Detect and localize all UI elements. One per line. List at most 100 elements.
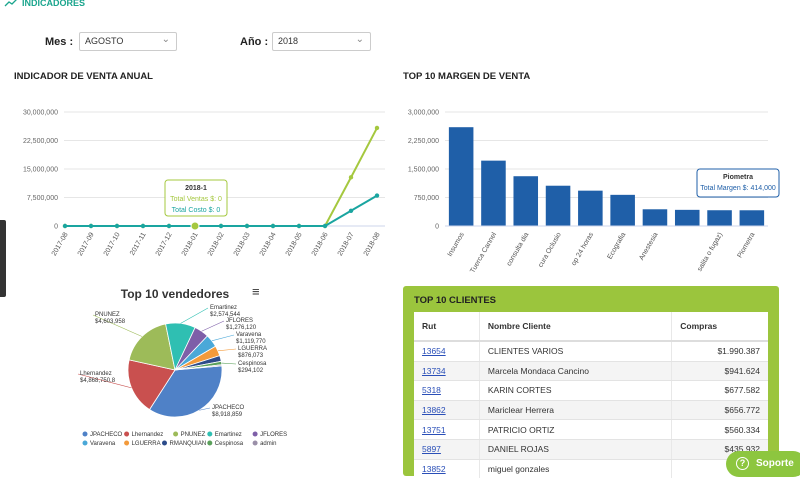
tooltip-line: Total Costo $: 0: [172, 207, 221, 214]
line-point: [244, 223, 250, 229]
table-cell: $677.582: [671, 380, 768, 401]
slice-value-label: $876,073: [238, 353, 264, 359]
table-cell: $941.624: [671, 361, 768, 382]
rut-link[interactable]: 13852: [422, 463, 446, 474]
bar: [739, 210, 765, 226]
slice-label: PNUNEZ: [95, 312, 120, 318]
table-cell: 13852: [414, 459, 480, 478]
support-button[interactable]: ? Soporte: [726, 451, 800, 477]
table-cell: KARIN CORTES: [478, 380, 672, 401]
legend-label: Emartinez: [215, 432, 242, 438]
legend-label: JPACHECO: [90, 432, 123, 438]
slice-label: LGUERRA: [238, 346, 267, 352]
line-point: [88, 223, 94, 229]
rut-link[interactable]: 5897: [422, 444, 441, 455]
x-tick-label: 2017-09: [77, 231, 96, 257]
tooltip-title: Piometra: [723, 174, 753, 181]
y-tick-label: 7,500,000: [27, 195, 58, 202]
table-title: TOP 10 CLIENTES: [414, 295, 497, 306]
x-tick-label: Tuerca Cannel: [469, 231, 498, 274]
slice-value-label: $8,918,859: [212, 412, 243, 418]
y-tick-label: 22,500,000: [23, 138, 58, 145]
clients-table: Rut Nombre Cliente Compras 13654 CLIENTES V…: [414, 312, 768, 478]
year-label: Año :: [240, 36, 269, 48]
legend-swatch: [82, 431, 88, 437]
x-tick-label: 2018-02: [207, 231, 226, 257]
y-tick-label: 0: [54, 224, 58, 231]
label-connector: [92, 314, 143, 337]
column-header: Compras: [671, 312, 768, 342]
table-row: 13751 PATRICIO ORTIZ $560.334: [414, 419, 768, 440]
slice-value-label: $2,574,544: [210, 312, 241, 318]
y-tick-label: 1,500,000: [408, 167, 439, 174]
bar: [674, 209, 700, 226]
x-tick-label: Ecografia: [607, 231, 628, 260]
bar: [707, 210, 732, 226]
hover-marker: [190, 221, 200, 231]
table-row: 13862 Mariclear Herrera $656.772: [414, 400, 768, 421]
slice-value-label: $4,603,958: [95, 319, 126, 325]
bar: [578, 190, 603, 226]
rut-link[interactable]: 13862: [422, 405, 446, 416]
rut-link[interactable]: 13751: [422, 424, 446, 435]
line-point: [322, 223, 328, 229]
legend-label: admin: [260, 441, 276, 447]
legend-swatch: [124, 431, 130, 437]
table-row: 5318 KARIN CORTES $677.582: [414, 380, 768, 401]
month-label: Mes :: [45, 36, 74, 48]
pie-slice: [128, 323, 176, 371]
legend-swatch: [207, 431, 213, 437]
line-point: [218, 223, 224, 229]
line-point: [374, 125, 380, 131]
legend-swatch: [252, 440, 258, 446]
rut-link[interactable]: 13654: [422, 346, 446, 357]
legend-swatch: [207, 440, 213, 446]
x-tick-label: 2018-08: [363, 231, 382, 257]
legend-label: RMANQUIAN: [170, 441, 207, 447]
legend-label: PNUNEZ: [181, 432, 206, 438]
x-tick-label: 2018-07: [337, 231, 356, 257]
column-header: Rut: [414, 312, 480, 342]
bar: [610, 194, 635, 226]
side-tab[interactable]: [0, 220, 6, 297]
slice-label: Lhernandez: [80, 371, 112, 377]
y-tick-label: 750,000: [414, 195, 439, 202]
page-title: INDICADORES: [22, 0, 86, 8]
tooltip-line: Total Margen $: 414,000: [700, 185, 776, 192]
bar: [513, 176, 539, 226]
label-connector: [211, 334, 235, 342]
x-tick-label: consulta dia: [506, 231, 531, 267]
bar: [448, 127, 474, 226]
label-connector: [221, 362, 237, 365]
rut-link[interactable]: 13734: [422, 365, 446, 376]
label-connector: [201, 320, 225, 332]
rut-link[interactable]: 5318: [422, 385, 441, 396]
table-cell: 13751: [414, 419, 480, 440]
tooltip-box: [696, 168, 780, 198]
table-row: 13654 CLIENTES VARIOS $1.990.387: [414, 341, 768, 362]
table-cell: $560.334: [671, 419, 768, 440]
bar: [642, 209, 668, 226]
slice-label: JPACHECO: [212, 405, 245, 411]
label-connector: [180, 307, 209, 324]
legend-swatch: [124, 440, 130, 446]
month-select[interactable]: AGOSTO: [79, 32, 177, 51]
pie-slice: [127, 359, 176, 411]
legend-label: Cespinosa: [215, 441, 244, 447]
y-tick-label: 30,000,000: [23, 110, 58, 117]
legend-swatch: [252, 431, 258, 437]
x-tick-label: Insumos: [447, 231, 467, 258]
table-cell: miguel gonzales: [478, 459, 672, 478]
tooltip-box: [164, 179, 228, 217]
y-tick-label: 3,000,000: [408, 110, 439, 117]
pie-slice: [149, 365, 223, 418]
chart-menu[interactable]: ≡: [252, 284, 260, 299]
chart-title: TOP 10 MARGEN DE VENTA: [403, 71, 531, 82]
chart-title: INDICADOR DE VENTA ANUAL: [14, 71, 153, 82]
x-tick-label: Piometra: [737, 231, 757, 259]
table-row: 13734 Marcela Mondaca Cancino $941.624: [414, 361, 768, 382]
year-select[interactable]: 2018: [272, 32, 371, 51]
x-tick-label: 2018-05: [285, 231, 304, 257]
line-point: [348, 208, 354, 213]
